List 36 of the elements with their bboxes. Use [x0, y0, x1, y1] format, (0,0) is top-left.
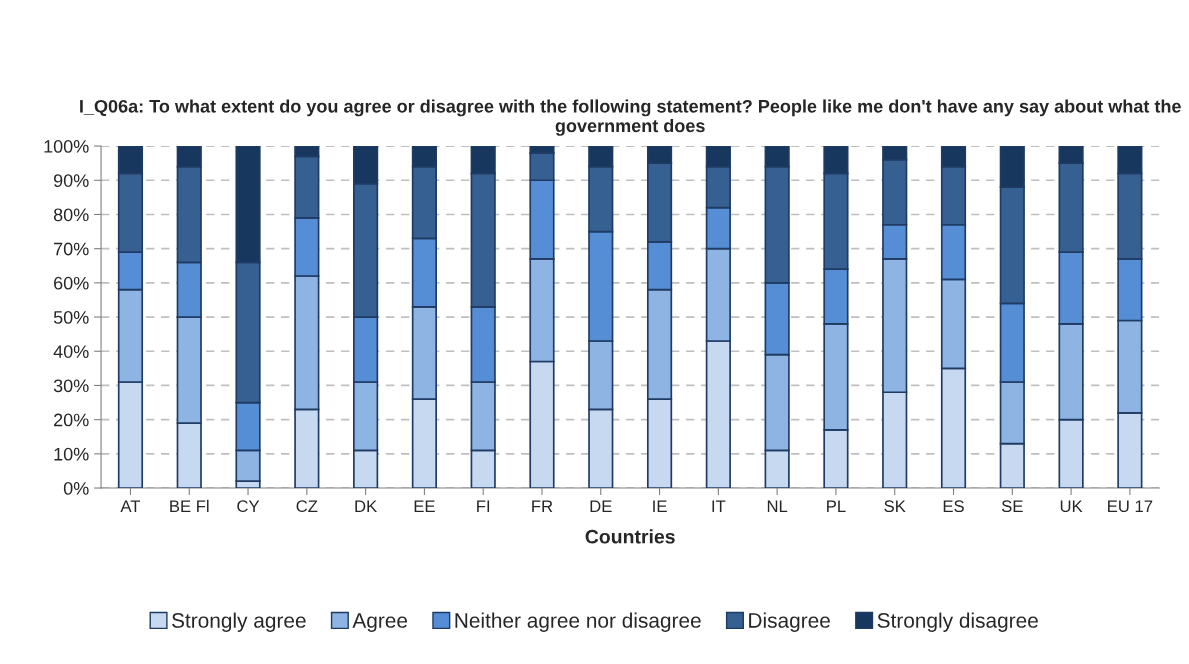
legend-label: Disagree: [749, 612, 830, 632]
x-tick-label: ES: [943, 500, 964, 513]
legend-label: Neither agree nor disagree: [455, 612, 701, 632]
legend-label: Strongly disagree: [877, 612, 1038, 632]
y-tick-label: 90%: [53, 174, 89, 187]
x-tick-label: PL: [827, 500, 846, 512]
x-tick-label: BE Fl: [170, 499, 209, 512]
x-tick-label: CY: [237, 500, 260, 513]
x-tick-label: SE: [1001, 500, 1023, 513]
x-tick-label: DE: [590, 500, 612, 512]
x-tick-label: CZ: [296, 500, 318, 513]
x-tick-label: FR: [532, 500, 553, 512]
x-tick-label: AT: [120, 500, 141, 512]
x-tick-label: NL: [767, 500, 788, 512]
legend-label: Agree: [352, 613, 408, 632]
y-tick-label: 60%: [54, 276, 89, 290]
x-tick-label: FI: [477, 500, 490, 512]
x-tick-label: DK: [355, 500, 378, 512]
chart-title: I_Q06a: To what extent do you agree or disagree with the following statement? People like me don't have any say about what the government does: [80, 99, 1181, 136]
legend-label: Strongly agree: [172, 612, 306, 632]
y-tick-label: 80%: [53, 208, 89, 222]
x-tick-label: UK: [1060, 500, 1083, 513]
y-tick-label: 20%: [54, 413, 89, 427]
y-tick-label: 10%: [54, 447, 89, 461]
x-tick-label: IE: [653, 500, 667, 512]
x-tick-label: SK: [884, 500, 906, 513]
x-tick-label: EU 17: [1108, 500, 1153, 513]
x-tick-label: EE: [414, 500, 435, 512]
x-axis-title: Countries: [585, 529, 675, 544]
y-tick-label: 70%: [54, 242, 89, 256]
y-tick-label: 40%: [53, 345, 89, 358]
x-tick-label: IT: [712, 500, 726, 512]
y-tick-label: 0%: [63, 481, 89, 495]
y-tick-label: 50%: [53, 310, 89, 324]
y-tick-label: 30%: [53, 379, 89, 393]
y-tick-label: 100%: [44, 140, 89, 153]
